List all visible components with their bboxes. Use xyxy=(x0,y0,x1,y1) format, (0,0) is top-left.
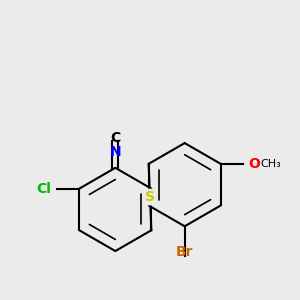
Text: S: S xyxy=(145,190,155,204)
Text: Br: Br xyxy=(176,245,194,259)
Text: CH₃: CH₃ xyxy=(260,159,281,169)
Text: Cl: Cl xyxy=(37,182,52,196)
Text: C: C xyxy=(110,131,120,145)
Text: N: N xyxy=(110,145,121,159)
Text: O: O xyxy=(248,157,260,171)
